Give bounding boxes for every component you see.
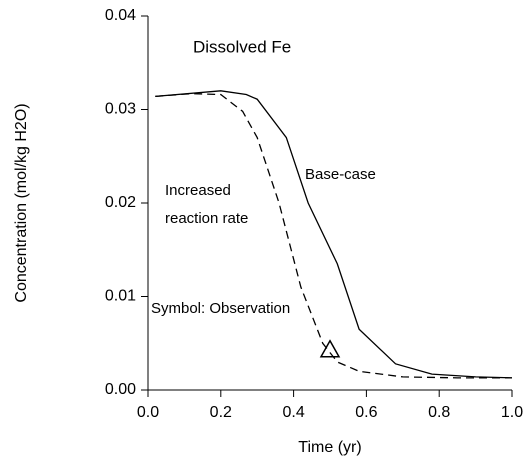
x-axis-label: Time (yr) — [298, 439, 361, 456]
annotation: Increased — [165, 182, 231, 199]
y-axis-label: Concentration (mol/kg H2O) — [13, 103, 30, 302]
x-tick-label: 0.8 — [428, 404, 450, 421]
y-tick-label: 0.02 — [105, 194, 136, 211]
line-series — [155, 90, 513, 379]
line-series — [155, 92, 512, 379]
y-tick-label: 0.01 — [105, 288, 136, 305]
annotation: reaction rate — [165, 210, 248, 227]
x-tick-label: 0.2 — [210, 404, 232, 421]
y-tick-label: 0.04 — [105, 7, 136, 24]
observation-marker — [319, 339, 341, 358]
annotation: Base-case — [305, 166, 376, 183]
x-tick-label: 0.0 — [137, 404, 159, 421]
x-tick-label: 0.4 — [282, 404, 304, 421]
annotation: Symbol: Observation — [151, 300, 290, 317]
x-tick-label: 0.6 — [355, 404, 377, 421]
y-tick-label: 0.00 — [105, 381, 136, 398]
chart-title: Dissolved Fe — [193, 37, 291, 56]
x-tick-label: 1.0 — [501, 404, 523, 421]
y-tick-label: 0.03 — [105, 101, 136, 118]
